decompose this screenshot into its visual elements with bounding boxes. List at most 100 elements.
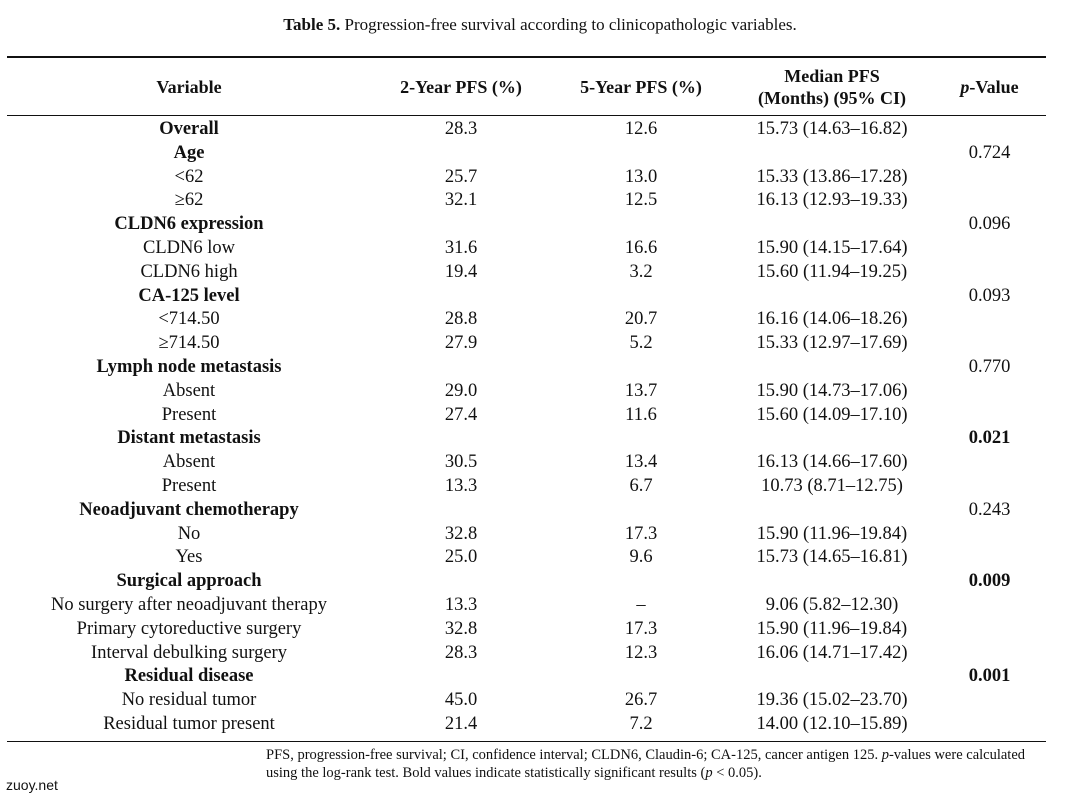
cell-5yr-pfs: 7.2: [629, 713, 653, 734]
table-row: Residual tumor present 21.4 7.2 14.00 (12.1…: [0, 713, 1080, 737]
header-rule: [7, 115, 1046, 116]
cell-median-pfs: 16.13 (14.66–17.60): [756, 452, 908, 473]
table-row: Interval debulking surgery 28.3 12.3 16.06 …: [0, 642, 1080, 666]
table-row: Primary cytoreductive surgery 32.8 17.3 15.…: [0, 618, 1080, 642]
cell-variable: Overall: [159, 119, 219, 139]
cell-median-pfs: 15.33 (12.97–17.69): [756, 333, 908, 354]
table-group-row: Distant metastasis 0.021: [0, 427, 1080, 451]
table-row: Present 13.3 6.7 10.73 (8.71–12.75): [0, 475, 1080, 499]
cell-p-value: 0.009: [968, 571, 1011, 592]
cell-variable: Neoadjuvant chemotherapy: [79, 499, 299, 520]
table-row: Yes 25.0 9.6 15.73 (14.65–16.81): [0, 546, 1080, 570]
table-row: ≥62 32.1 12.5 16.13 (12.93–19.33): [0, 189, 1080, 213]
header-2yr-pfs: 2-Year PFS (%): [400, 76, 522, 97]
cell-5yr-pfs: 13.4: [624, 452, 658, 473]
footnote-part3: < 0.05).: [712, 765, 762, 781]
cell-p-value: 0.021: [968, 428, 1011, 449]
cell-variable: <62: [174, 166, 204, 187]
table-row: No 32.8 17.3 15.90 (11.96–19.84): [0, 523, 1080, 547]
cell-variable: Yes: [175, 547, 203, 568]
header-5yr-pfs: 5-Year PFS (%): [580, 76, 702, 97]
table-row: Present 27.4 11.6 15.60 (14.09–17.10): [0, 404, 1080, 428]
cell-median-pfs: 16.16 (14.06–18.26): [756, 309, 908, 330]
cell-median-pfs: 15.33 (13.86–17.28): [756, 166, 908, 187]
cell-p-value: 0.096: [968, 214, 1011, 235]
table-row: ≥714.50 27.9 5.2 15.33 (12.97–17.69): [0, 332, 1080, 356]
cell-variable: CLDN6 high: [140, 261, 238, 282]
cell-5yr-pfs: 12.5: [624, 190, 658, 211]
top-rule: [7, 56, 1046, 58]
cell-median-pfs: 16.06 (14.71–17.42): [756, 642, 908, 663]
cell-2yr-pfs: 45.0: [444, 690, 478, 711]
cell-5yr-pfs: 9.6: [629, 547, 653, 568]
table-group-row: Age 0.724: [0, 142, 1080, 166]
cell-5yr-pfs: –: [636, 594, 646, 615]
table-row: CLDN6 low 31.6 16.6 15.90 (14.15–17.64): [0, 237, 1080, 261]
cell-5yr-pfs: 17.3: [624, 523, 658, 544]
cell-variable: CLDN6 expression: [114, 214, 264, 235]
cell-2yr-pfs: 27.9: [444, 333, 478, 354]
cell-variable: No surgery after neoadjuvant therapy: [50, 594, 328, 615]
cell-2yr-pfs: 32.8: [444, 523, 478, 544]
cell-variable: ≥62: [174, 190, 204, 211]
cell-5yr-pfs: 17.3: [624, 618, 658, 639]
cell-median-pfs: 14.00 (12.10–15.89): [756, 713, 908, 734]
table-group-row: CLDN6 expression 0.096: [0, 213, 1080, 237]
cell-median-pfs: 16.13 (12.93–19.33): [756, 190, 908, 211]
cell-variable: No residual tumor: [121, 690, 257, 711]
cell-variable: Present: [161, 404, 217, 425]
cell-2yr-pfs: 13.3: [444, 475, 478, 496]
header-variable: Variable: [156, 76, 222, 97]
table-body: Overall 28.3 12.6 15.73 (14.63–16.82) Age 0.7…: [0, 118, 1080, 737]
cell-variable: ≥714.50: [158, 333, 220, 354]
cell-2yr-pfs: 28.3: [444, 119, 478, 139]
header-median-line2: (Months) (95% CI): [758, 87, 906, 108]
table-group-row: Lymph node metastasis 0.770: [0, 356, 1080, 380]
cell-median-pfs: 15.60 (14.09–17.10): [756, 404, 908, 425]
cell-median-pfs: 15.90 (11.96–19.84): [756, 523, 908, 544]
cell-5yr-pfs: 11.6: [625, 404, 657, 425]
table-group-row: Overall 28.3 12.6 15.73 (14.63–16.82): [0, 118, 1080, 142]
header-median-line1: Median PFS: [784, 65, 880, 86]
cell-2yr-pfs: 25.0: [444, 547, 478, 568]
cell-median-pfs: 15.90 (11.96–19.84): [756, 618, 908, 639]
cell-2yr-pfs: 25.7: [444, 166, 478, 187]
cell-variable: <714.50: [158, 309, 220, 330]
cell-variable: No: [177, 523, 201, 544]
table-group-row: Residual disease 0.001: [0, 665, 1080, 689]
table-footnote: PFS, progression-free survival; CI, conf…: [266, 746, 1056, 782]
cell-variable: CLDN6 low: [143, 237, 235, 258]
cell-5yr-pfs: 13.7: [624, 380, 658, 401]
cell-variable: Present: [161, 475, 217, 496]
caption-label: Table 5.: [283, 15, 341, 34]
cell-p-value: 0.770: [968, 356, 1011, 377]
bottom-rule: [7, 741, 1046, 742]
table-row: Absent 30.5 13.4 16.13 (14.66–17.60): [0, 451, 1080, 475]
cell-2yr-pfs: 28.8: [444, 309, 478, 330]
cell-2yr-pfs: 28.3: [444, 642, 478, 663]
cell-5yr-pfs: 12.6: [624, 119, 658, 139]
cell-median-pfs: 15.90 (14.15–17.64): [756, 237, 908, 258]
cell-2yr-pfs: 32.8: [444, 618, 478, 639]
footnote-p1: p: [881, 747, 889, 763]
cell-variable: Age: [173, 142, 205, 163]
table-row: <714.50 28.8 20.7 16.16 (14.06–18.26): [0, 308, 1080, 332]
header-median-pfs: Median PFS (Months) (95% CI): [731, 58, 933, 115]
header-p-value: p-Value: [933, 58, 1046, 115]
cell-p-value: 0.093: [968, 285, 1011, 306]
cell-variable: Absent: [162, 452, 216, 473]
cell-p-value: 0.001: [968, 666, 1011, 687]
table-group-row: Surgical approach 0.009: [0, 570, 1080, 594]
footnote-part1: PFS, progression-free survival; CI, conf…: [266, 747, 882, 763]
cell-variable: Residual disease: [124, 666, 254, 687]
cell-2yr-pfs: 29.0: [444, 380, 478, 401]
cell-5yr-pfs: 20.7: [624, 309, 658, 330]
footnote-p2: p: [705, 765, 713, 781]
cell-median-pfs: 15.90 (14.73–17.06): [756, 380, 908, 401]
cell-2yr-pfs: 32.1: [444, 190, 478, 211]
cell-5yr-pfs: 6.7: [629, 475, 653, 496]
cell-median-pfs: 15.73 (14.63–16.82): [756, 119, 908, 139]
cell-2yr-pfs: 30.5: [444, 452, 478, 473]
table-group-row: CA-125 level 0.093: [0, 285, 1080, 309]
cell-median-pfs: 15.73 (14.65–16.81): [756, 547, 908, 568]
